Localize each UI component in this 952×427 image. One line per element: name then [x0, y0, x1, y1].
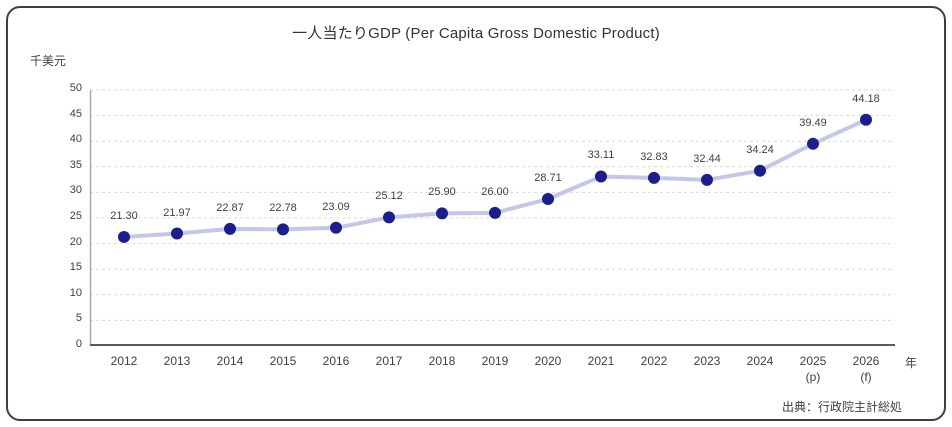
x-tick-label-2015: 2015: [269, 354, 297, 368]
data-point-2020: [542, 193, 554, 206]
chart-title: 一人当たりGDP (Per Capita Gross Domestic Prod…: [292, 25, 660, 42]
data-point-2013: [171, 227, 183, 240]
x-axis-unit-label: 年: [905, 356, 918, 370]
y-tick-label: 40: [69, 133, 82, 146]
x-tick-label-2021: 2021: [587, 354, 615, 368]
y-axis-unit-label: 千美元: [30, 54, 67, 68]
data-point-2016: [330, 221, 342, 234]
x-tick-label-2016: 2016: [322, 354, 350, 368]
x-tick-label-2012: 2012: [110, 354, 138, 368]
source-note: 出典：行政院主計総処: [781, 400, 902, 414]
data-label-2022: 32.83: [640, 150, 668, 163]
data-point-2021: [595, 170, 607, 183]
data-label-2021: 33.11: [587, 149, 615, 162]
data-point-2018: [436, 207, 448, 220]
data-label-2014: 22.87: [216, 201, 244, 214]
data-point-2025: [807, 137, 819, 150]
data-point-2024: [754, 164, 766, 177]
data-label-2023: 32.44: [693, 152, 721, 165]
x-tick-label-2014: 2014: [216, 354, 244, 368]
x-tick-label-2022: 2022: [640, 354, 668, 368]
data-label-2015: 22.78: [269, 202, 297, 215]
data-label-2020: 28.71: [534, 172, 562, 184]
data-point-2023: [701, 173, 713, 186]
data-label-2018: 25.90: [428, 186, 456, 199]
data-point-2012: [118, 230, 130, 243]
gdp-series-line: [122, 117, 868, 239]
data-label-2019: 26.00: [481, 185, 509, 198]
y-tick-label: 20: [69, 235, 82, 248]
x-tick-label-2017: 2017: [375, 354, 403, 368]
y-tick-label: 15: [69, 261, 82, 274]
y-tick-label: 10: [69, 286, 82, 299]
data-label-2017: 25.12: [375, 190, 403, 203]
x-tick-label-2019: 2019: [481, 354, 509, 368]
data-label-2012: 21.30: [110, 209, 138, 222]
y-tick-label: 45: [69, 107, 82, 120]
data-label-2013: 21.97: [163, 206, 191, 219]
y-tick-label: 35: [69, 158, 82, 171]
x-tick-label-2023: 2023: [693, 354, 721, 368]
x-tick-label-2024: 2024: [746, 354, 774, 368]
y-tick-label: 30: [69, 184, 82, 197]
x-tick-label-2026: 2026 (f): [852, 354, 880, 384]
data-point-2026: [860, 113, 872, 126]
chart-frame: 一人当たりGDP (Per Capita Gross Domestic Prod…: [6, 6, 946, 421]
y-tick-label: 25: [69, 210, 82, 222]
data-label-2024: 34.24: [746, 143, 774, 156]
y-tick-label: 0: [75, 338, 82, 350]
y-tick-label: 5: [75, 312, 82, 325]
data-point-2022: [648, 171, 660, 184]
data-label-2025: 39.49: [799, 116, 827, 129]
data-label-2016: 23.09: [322, 200, 350, 213]
x-tick-label-2018: 2018: [428, 354, 456, 368]
y-tick-label: 50: [69, 82, 82, 94]
data-point-2019: [489, 206, 501, 219]
data-label-2026: 44.18: [852, 92, 880, 105]
x-tick-label-2020: 2020: [534, 354, 562, 368]
plot-area: 0 5 10 15 20 25 30 35 40 45 50 2012 2013 2014 2015 201…: [70, 82, 895, 384]
data-point-2014: [224, 222, 236, 235]
data-point-2015: [277, 223, 289, 236]
data-point-2017: [383, 211, 395, 224]
x-tick-label-2013: 2013: [163, 354, 191, 368]
x-tick-label-2025: 2025 (p): [799, 354, 827, 384]
gdp-line-chart: [89, 89, 895, 346]
